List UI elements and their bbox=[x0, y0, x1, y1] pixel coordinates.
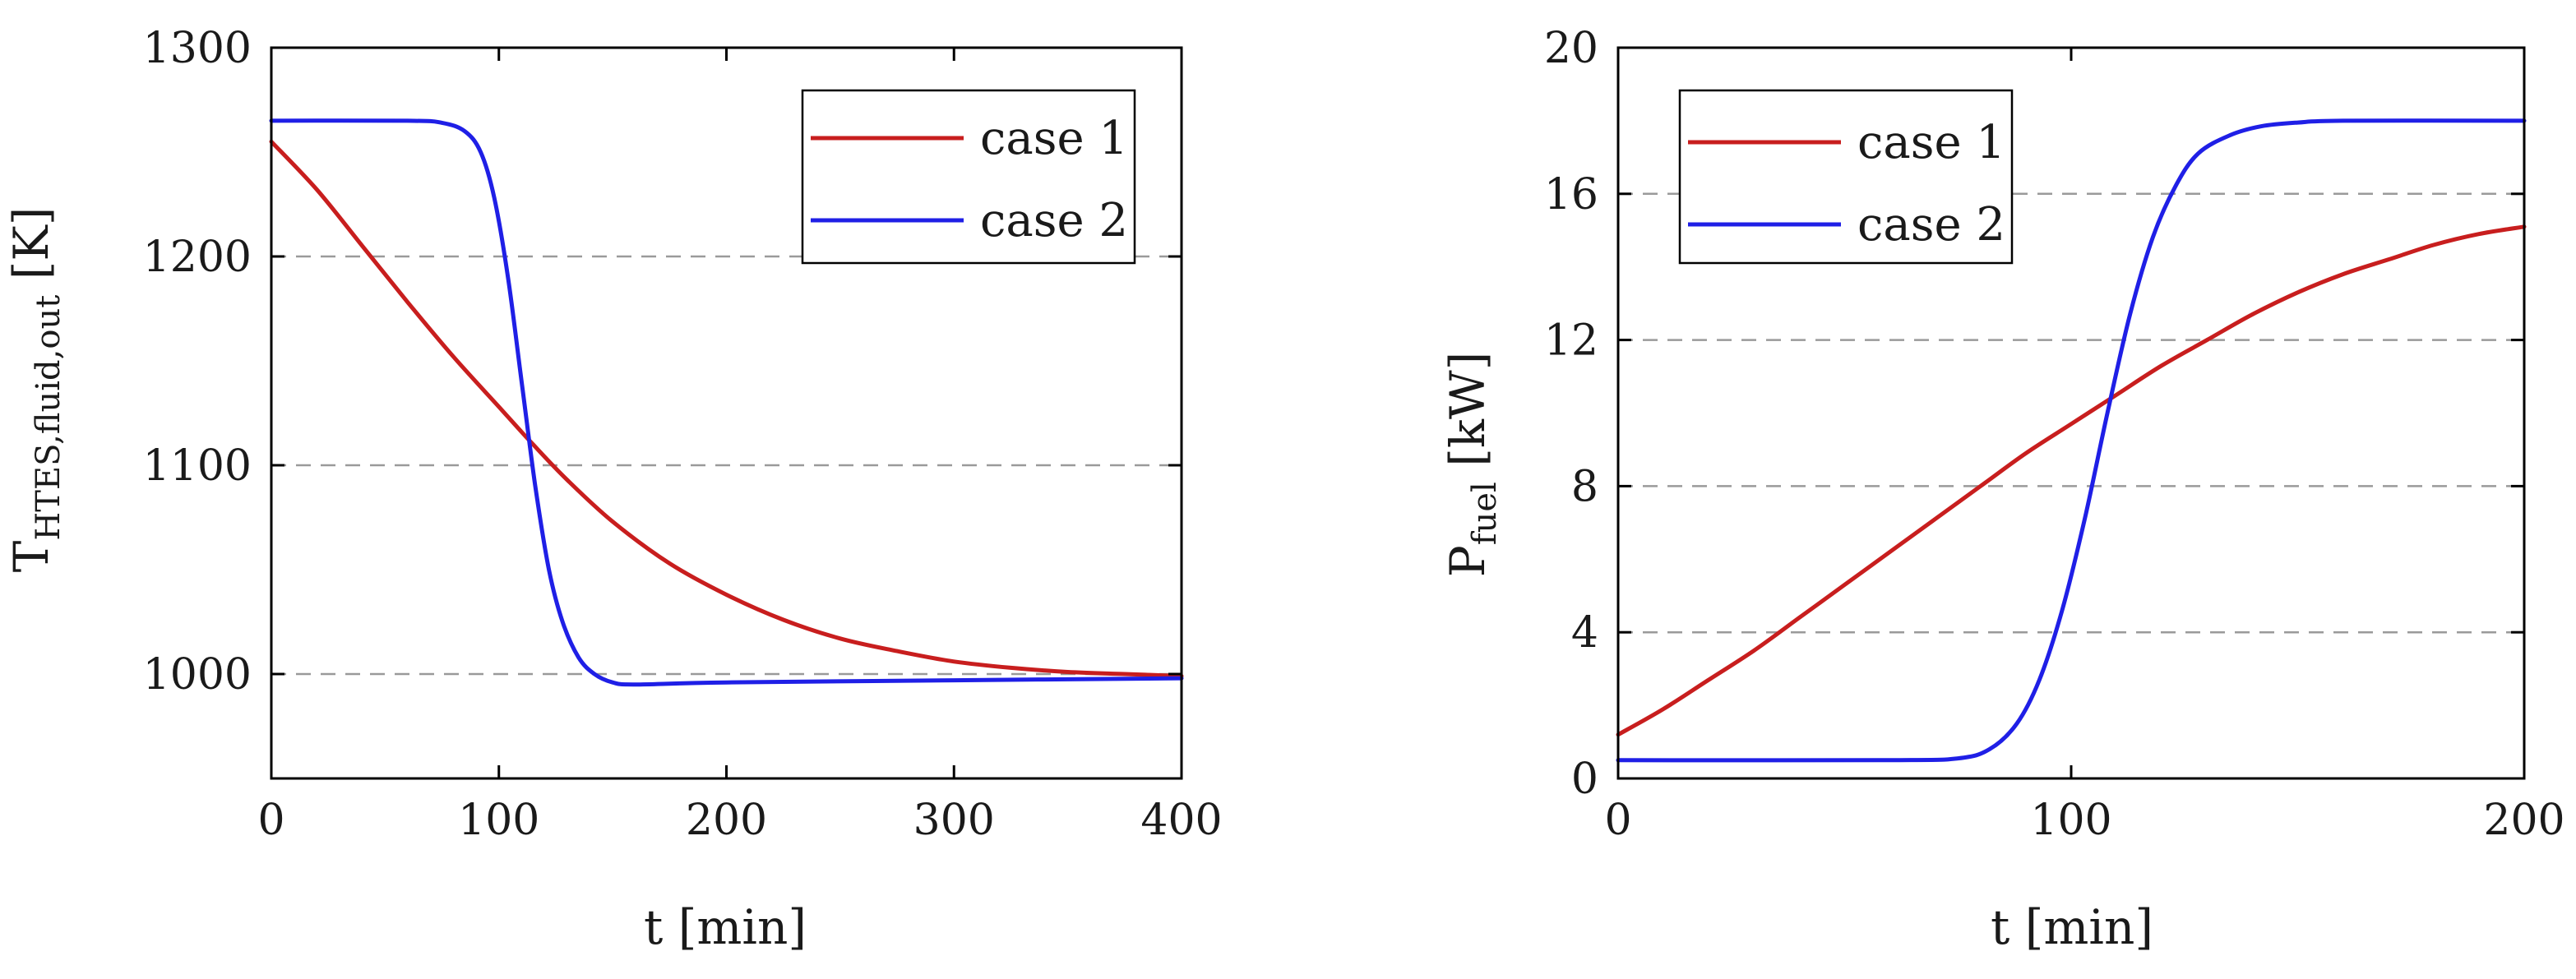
y-tick-label: 1200 bbox=[143, 233, 252, 282]
x-axis-label: t [min] bbox=[644, 899, 807, 955]
legend: case 1 case 2 bbox=[1678, 89, 2014, 265]
series-layer bbox=[269, 118, 1184, 687]
y-tick-label: 4 bbox=[1571, 608, 1598, 658]
legend-box bbox=[801, 89, 1136, 265]
y-tick-label: 20 bbox=[1544, 24, 1598, 73]
series-line-case-2 bbox=[269, 118, 1184, 687]
x-tick-label: 0 bbox=[1604, 796, 1631, 845]
y-tick-label: 1100 bbox=[143, 441, 252, 491]
x-tick-label: 100 bbox=[458, 796, 539, 845]
y-tick-label: 0 bbox=[1571, 755, 1598, 804]
y-axis-label-subscript: fuel bbox=[1466, 482, 1504, 545]
legend-box bbox=[1678, 89, 2014, 265]
x-axis-label: t [min] bbox=[1991, 899, 2153, 955]
x-tick-label: 200 bbox=[2483, 796, 2564, 845]
y-axis-label-unit-space bbox=[3, 279, 59, 294]
legend-label-case-2: case 2 bbox=[1857, 198, 2005, 252]
chart-fuel-power: 0 100 200 0 4 8 12 16 20 Pfuel [kW] t [min] case… bbox=[1440, 24, 2565, 955]
ticks: 0 100 200 300 400 1000 1100 1200 1300 bbox=[143, 24, 1223, 845]
ticks: 0 100 200 0 4 8 12 16 20 bbox=[1544, 24, 2565, 845]
y-axis-label-unit: [K] bbox=[3, 207, 59, 280]
x-tick-label: 400 bbox=[1140, 796, 1222, 845]
legend-label-case-2: case 2 bbox=[980, 194, 1128, 247]
y-axis-label: Pfuel [kW] bbox=[1440, 352, 1504, 578]
y-tick-label: 1300 bbox=[143, 24, 252, 73]
x-tick-label: 200 bbox=[686, 796, 767, 845]
legend-label-case-1: case 1 bbox=[980, 112, 1128, 165]
y-tick-label: 8 bbox=[1571, 462, 1598, 511]
y-axis-label-subscript: HTES,fluid,out bbox=[30, 295, 67, 541]
x-tick-label: 0 bbox=[257, 796, 284, 845]
y-axis-label-unit: [kW] bbox=[1440, 352, 1496, 467]
series-layer bbox=[1616, 118, 2527, 763]
series-line-case-1 bbox=[269, 139, 1184, 678]
y-tick-label: 1000 bbox=[143, 650, 252, 700]
chart-temperature: 0 100 200 300 400 1000 1100 1200 1300 THTES,flui… bbox=[3, 24, 1223, 955]
legend-label-case-1: case 1 bbox=[1857, 116, 2005, 169]
series-line-case-2 bbox=[1616, 118, 2527, 763]
y-tick-label: 16 bbox=[1544, 170, 1598, 219]
x-tick-label: 300 bbox=[913, 796, 995, 845]
y-axis-label-unit-space bbox=[1440, 467, 1496, 482]
y-axis-label-main: T bbox=[3, 540, 59, 572]
series-line-case-1 bbox=[1616, 224, 2527, 737]
y-axis-label-main: P bbox=[1440, 545, 1496, 577]
y-tick-label: 12 bbox=[1544, 316, 1598, 366]
x-tick-label: 100 bbox=[2030, 796, 2111, 845]
y-axis-label: THTES,fluid,out [K] bbox=[3, 207, 67, 573]
legend: case 1 case 2 bbox=[801, 89, 1136, 265]
grid-lines bbox=[271, 255, 1182, 676]
